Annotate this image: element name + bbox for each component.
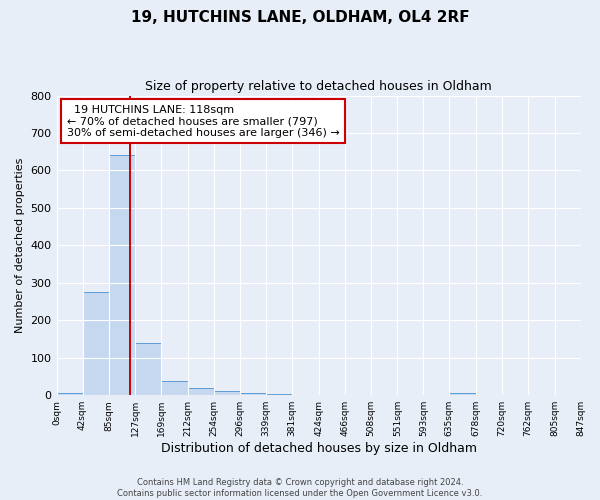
Bar bbox=[214, 390, 239, 395]
Bar bbox=[56, 394, 83, 395]
Bar bbox=[135, 343, 161, 395]
Bar bbox=[449, 394, 476, 395]
Bar bbox=[239, 394, 266, 395]
Bar bbox=[188, 388, 214, 395]
X-axis label: Distribution of detached houses by size in Oldham: Distribution of detached houses by size … bbox=[161, 442, 476, 455]
Bar bbox=[109, 156, 135, 395]
Text: 19, HUTCHINS LANE, OLDHAM, OL4 2RF: 19, HUTCHINS LANE, OLDHAM, OL4 2RF bbox=[131, 10, 469, 25]
Text: Contains HM Land Registry data © Crown copyright and database right 2024.
Contai: Contains HM Land Registry data © Crown c… bbox=[118, 478, 482, 498]
Text: 19 HUTCHINS LANE: 118sqm  
← 70% of detached houses are smaller (797)
30% of sem: 19 HUTCHINS LANE: 118sqm ← 70% of detach… bbox=[67, 104, 340, 138]
Y-axis label: Number of detached properties: Number of detached properties bbox=[15, 158, 25, 333]
Bar bbox=[83, 292, 109, 395]
Title: Size of property relative to detached houses in Oldham: Size of property relative to detached ho… bbox=[145, 80, 492, 93]
Bar bbox=[266, 394, 292, 395]
Bar bbox=[161, 382, 188, 395]
